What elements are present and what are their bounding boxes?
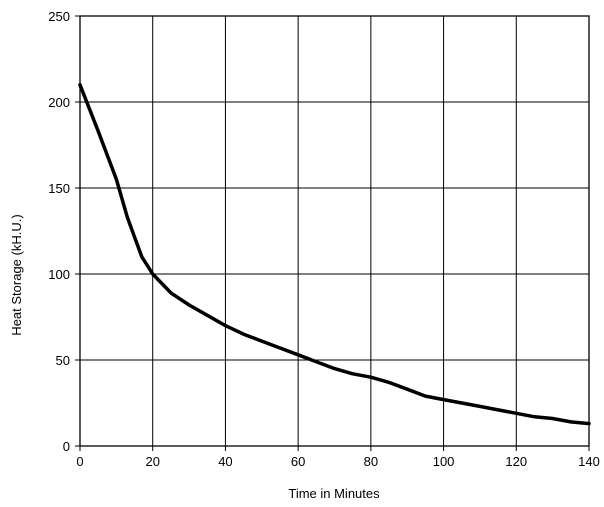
grid	[80, 16, 589, 446]
y-tick-label: 200	[48, 95, 70, 110]
series-line	[78, 83, 591, 426]
x-tick-label: 100	[433, 454, 455, 469]
labels: Time in Minutes Heat Storage (kH.U.) 0 20…	[9, 9, 600, 501]
y-tick-label: 250	[48, 9, 70, 24]
x-tick-label: 40	[218, 454, 232, 469]
x-axis-title: Time in Minutes	[288, 486, 380, 501]
y-tick-label: 150	[48, 181, 70, 196]
y-tick-label: 50	[56, 353, 70, 368]
x-tick-label: 140	[578, 454, 600, 469]
x-tick-label: 20	[145, 454, 159, 469]
x-tick-label: 80	[364, 454, 378, 469]
y-tick-label: 100	[48, 267, 70, 282]
x-tick-label: 120	[505, 454, 527, 469]
x-tick-label: 0	[76, 454, 83, 469]
x-tick-label: 60	[291, 454, 305, 469]
y-tick-label: 0	[63, 439, 70, 454]
series	[78, 83, 591, 426]
axes	[75, 15, 590, 451]
y-axis-title: Heat Storage (kH.U.)	[9, 214, 24, 335]
plot-frame	[79, 15, 590, 447]
